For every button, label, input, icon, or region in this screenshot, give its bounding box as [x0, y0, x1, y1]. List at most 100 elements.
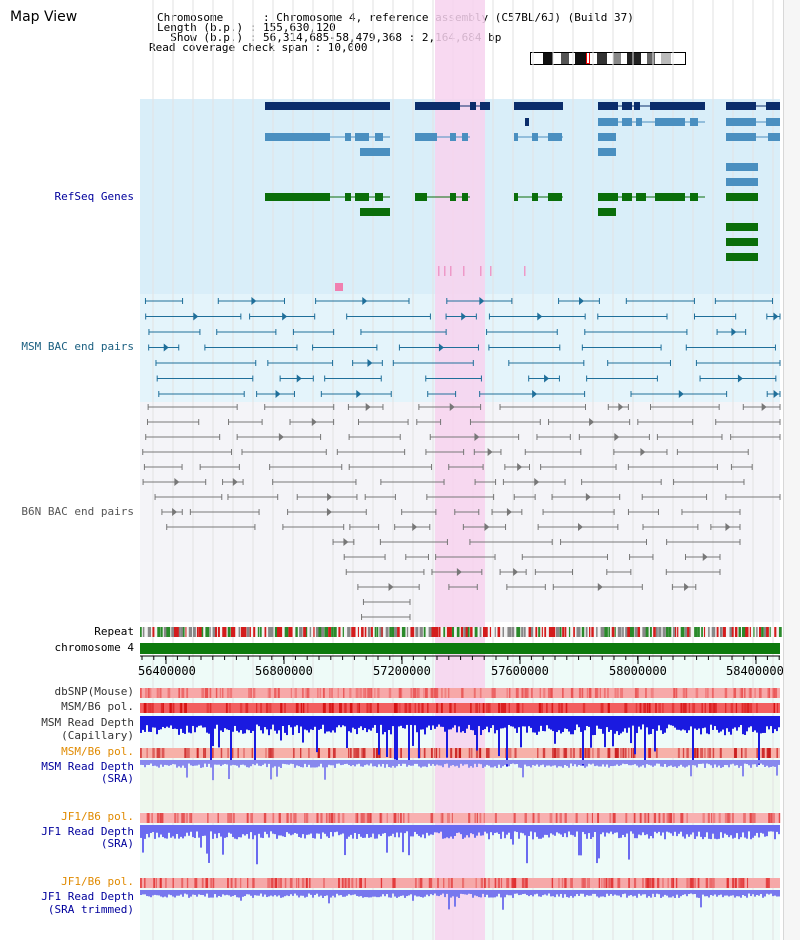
depth-bar — [736, 890, 738, 897]
depth-bar — [536, 825, 538, 837]
depth-bar — [536, 760, 538, 765]
depth-bar — [268, 760, 270, 764]
depth-bar — [338, 760, 340, 764]
depth-bar — [514, 760, 516, 765]
depth-bar — [666, 825, 668, 832]
jf1-b6-pol-label[interactable]: JF1/B6 pol. — [61, 810, 134, 823]
heat-cell — [167, 688, 171, 698]
heat-cell — [379, 813, 382, 823]
heat-cell — [550, 688, 553, 698]
depth-bar — [550, 716, 552, 730]
depth-bar — [704, 716, 706, 728]
heat-cell — [586, 813, 589, 823]
depth-bar — [350, 716, 352, 733]
heat-cell — [738, 878, 741, 888]
gene-exon — [766, 102, 780, 110]
depth-bar — [626, 716, 628, 733]
depth-bar — [496, 890, 498, 897]
heat-cell — [270, 878, 273, 888]
depth-bar — [324, 825, 326, 834]
repeat-element — [523, 627, 526, 637]
repeat-element — [389, 627, 392, 637]
msm-bac-end-pairs-label[interactable]: MSM BAC end pairs — [21, 340, 134, 353]
depth-bar — [682, 760, 684, 767]
heat-cell — [140, 748, 142, 758]
heat-cell — [644, 813, 647, 823]
depth-bar — [712, 716, 714, 730]
depth-bar — [580, 760, 582, 766]
depth-bar — [188, 890, 190, 898]
depth-bar — [284, 716, 286, 733]
depth-bar — [386, 890, 388, 895]
depth-bar — [616, 825, 618, 833]
depth-bar — [160, 825, 162, 835]
repeat-element — [502, 627, 504, 637]
msm-read-depth-capillary-label-1[interactable]: MSM Read Depth — [41, 716, 134, 729]
gene-exon — [726, 163, 758, 171]
heat-cell — [483, 813, 485, 823]
depth-bar — [654, 890, 656, 898]
depth-bar — [572, 825, 574, 836]
b6n-bac-end-pairs-label[interactable]: B6N BAC end pairs — [21, 505, 134, 518]
depth-bar — [394, 760, 396, 768]
heat-cell — [373, 748, 375, 758]
dbsnp-label[interactable]: dbSNP(Mouse) — [54, 685, 134, 698]
bac-pair-arrow — [506, 508, 512, 516]
heat-cell — [635, 703, 638, 713]
repeat-element — [611, 627, 615, 637]
depth-bar — [364, 825, 366, 838]
depth-bar — [140, 890, 142, 895]
heat-cell — [713, 813, 716, 823]
heat-cell — [494, 688, 496, 698]
depth-bar — [748, 890, 750, 894]
heat-cell — [159, 878, 162, 888]
depth-bar — [426, 760, 428, 768]
depth-bar — [468, 825, 470, 838]
jf1-read-depth-sra-label-1[interactable]: JF1 Read Depth — [41, 825, 134, 838]
depth-bar — [412, 890, 414, 901]
depth-bar — [360, 760, 362, 767]
depth-bar — [726, 890, 728, 896]
heat-cell — [342, 813, 345, 823]
heat-cell — [274, 688, 277, 698]
depth-bar — [264, 825, 266, 832]
depth-bar — [214, 825, 216, 834]
heat-cell — [225, 703, 228, 713]
heat-cell — [434, 688, 437, 698]
msm-b6-pol-2-label[interactable]: MSM/B6 pol. — [61, 745, 134, 758]
refseq-genes-label[interactable]: RefSeq Genes — [54, 190, 134, 203]
heat-cell — [709, 703, 712, 713]
jf1-read-depth-trimmed-label-1[interactable]: JF1 Read Depth — [41, 890, 134, 903]
msm-b6-pol-label[interactable]: MSM/B6 pol. — [61, 700, 134, 713]
jf1-b6-pol-2-label[interactable]: JF1/B6 pol. — [61, 875, 134, 888]
heat-cell — [692, 878, 694, 888]
depth-bar — [458, 825, 460, 833]
depth-bar — [326, 825, 328, 837]
depth-bar — [602, 760, 604, 765]
depth-bar — [694, 716, 696, 729]
depth-bar — [320, 890, 322, 896]
depth-bar — [266, 890, 268, 898]
depth-bar — [388, 825, 390, 837]
depth-bar — [270, 716, 272, 730]
msm-read-depth-sra-label-1[interactable]: MSM Read Depth — [41, 760, 134, 773]
heat-cell — [414, 703, 417, 713]
depth-bar — [328, 825, 330, 838]
heat-cell — [230, 878, 233, 888]
depth-bar — [370, 825, 372, 838]
heat-cell — [272, 878, 274, 888]
depth-bar — [280, 716, 282, 741]
chromosome-ideogram[interactable] — [530, 52, 686, 65]
depth-bar — [760, 825, 762, 833]
heat-cell — [582, 703, 586, 713]
heat-cell — [302, 703, 305, 713]
depth-bar — [460, 716, 462, 733]
depth-bar — [378, 760, 380, 765]
heat-cell — [724, 688, 728, 698]
heat-cell — [648, 703, 651, 713]
vertical-scrollbar[interactable] — [783, 0, 800, 940]
repeat-element — [548, 627, 553, 637]
depth-bar — [218, 825, 220, 834]
depth-bar — [402, 716, 404, 729]
